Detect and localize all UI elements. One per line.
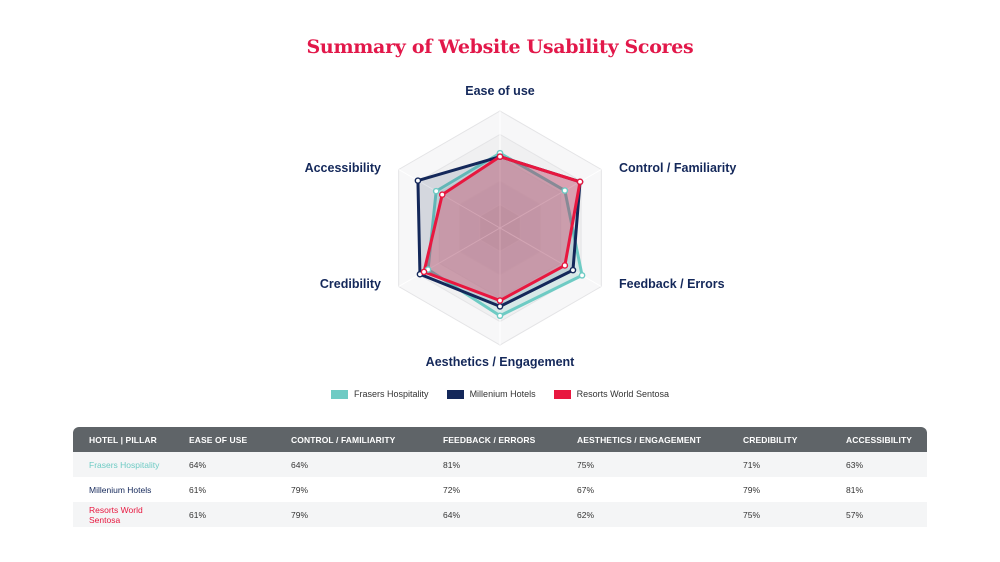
table-cell: 67%	[577, 484, 595, 495]
grid-spoke	[499, 169, 602, 229]
data-point-millenium	[569, 266, 577, 274]
table-cell: 71%	[727, 452, 830, 477]
data-point-frasers	[496, 312, 504, 320]
data-point-resorts	[576, 178, 584, 186]
table-cell: 81%	[427, 452, 561, 477]
table-cell: 81%	[846, 484, 864, 495]
table-cell: 64%	[173, 452, 275, 477]
data-point-frasers	[578, 272, 586, 279]
legend-label-resorts: Resorts World Sentosa	[576, 389, 669, 399]
legend-item-frasers[interactable]: Frasers Hospitality	[331, 389, 429, 399]
radar-chart: Ease of use Control / Familiarity Feedback…	[305, 84, 737, 369]
table-row: Millenium Hotels 61% 79% 72% 67% 79% 81%	[73, 477, 927, 502]
data-point-millenium	[496, 303, 504, 310]
table-row: Frasers Hospitality 64% 64% 81% 75% 71% …	[73, 452, 927, 477]
axis-label: Feedback / Errors	[619, 277, 725, 291]
table-header: CREDIBILITY	[727, 427, 830, 452]
data-point-resorts	[561, 262, 569, 269]
legend-label-frasers: Frasers Hospitality	[354, 389, 429, 399]
legend-swatch-resorts	[553, 389, 571, 399]
chart-legend: Frasers Hospitality Millenium Hotels Res…	[0, 389, 1000, 399]
table-cell: 79%	[291, 484, 309, 495]
table-cell: 64%	[275, 452, 427, 477]
table-cell: 61%	[173, 502, 275, 527]
table-cell: 63%	[830, 452, 927, 477]
table-header: FEEDBACK / ERRORS	[427, 427, 561, 452]
table-cell: 75%	[727, 502, 830, 527]
table-header: EASE OF USE	[173, 427, 275, 452]
legend-item-resorts[interactable]: Resorts World Sentosa	[553, 389, 669, 399]
table-cell: 72%	[443, 484, 461, 495]
hotel-name-millenium: Millenium Hotels	[89, 484, 152, 495]
data-point-resorts	[438, 191, 446, 198]
grid-spoke	[398, 227, 501, 287]
table-row: Resorts World Sentosa 61% 79% 64% 62% 75…	[73, 502, 927, 527]
legend-swatch-frasers	[331, 389, 349, 399]
axis-label: Credibility	[320, 277, 381, 291]
legend-label-millenium: Millenium Hotels	[469, 389, 536, 399]
table-cell: 57%	[830, 502, 927, 527]
data-point-millenium	[414, 177, 422, 184]
table-header: ACCESSIBILITY	[830, 427, 927, 452]
data-point-frasers	[561, 187, 569, 194]
data-point-resorts	[496, 297, 504, 304]
hotel-name-resorts: Resorts World Sentosa	[73, 502, 173, 527]
axis-label: Accessibility	[305, 161, 381, 175]
table-cell: 75%	[561, 452, 727, 477]
data-point-frasers	[432, 187, 440, 195]
table-cell: 79%	[743, 484, 761, 495]
data-point-resorts	[420, 268, 428, 276]
table-header: CONTROL / FAMILIARITY	[275, 427, 427, 452]
table-header-row: HOTEL | PILLAR EASE OF USE CONTROL / FAM…	[73, 427, 927, 452]
legend-swatch-millenium	[446, 389, 464, 399]
table-header: AESTHETICS / ENGAGEMENT	[561, 427, 727, 452]
table-cell: 61%	[189, 484, 207, 495]
scores-table: HOTEL | PILLAR EASE OF USE CONTROL / FAM…	[73, 427, 927, 527]
axis-label: Control / Familiarity	[619, 161, 736, 175]
hotel-name-frasers: Frasers Hospitality	[73, 452, 173, 477]
table-header: HOTEL | PILLAR	[73, 427, 173, 452]
table-cell: 64%	[427, 502, 561, 527]
table-cell: 79%	[275, 502, 427, 527]
axis-label: Ease of use	[465, 84, 535, 98]
chart-title: Summary of Website Usability Scores	[306, 36, 694, 58]
data-point-resorts	[496, 153, 504, 160]
legend-item-millenium[interactable]: Millenium Hotels	[446, 389, 536, 399]
table-cell: 62%	[561, 502, 727, 527]
axis-label: Aesthetics / Engagement	[426, 355, 575, 369]
